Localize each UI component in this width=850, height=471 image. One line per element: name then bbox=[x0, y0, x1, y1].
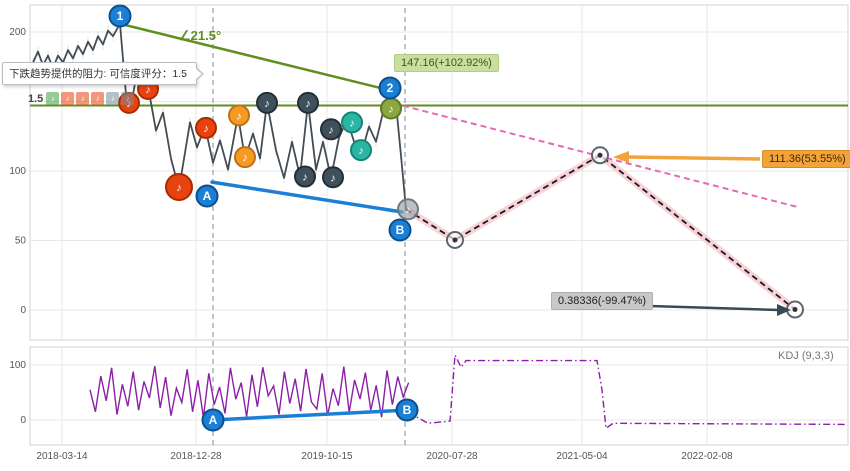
signal-note-marker-orange[interactable] bbox=[234, 146, 256, 169]
music-note-icon: ♪ bbox=[242, 152, 248, 164]
signal-note-marker-teal[interactable] bbox=[350, 139, 372, 162]
x-axis-tick: 2018-03-14 bbox=[36, 451, 88, 462]
music-note-icon: ♪ bbox=[203, 123, 209, 135]
legend-note-icon: ♪ bbox=[76, 92, 90, 105]
legend-note-icon: ♪ bbox=[121, 92, 135, 105]
target-ring-dot bbox=[452, 237, 458, 243]
legend-note-icon: ♪ bbox=[46, 92, 60, 105]
music-note-icon: ♪ bbox=[358, 145, 364, 157]
y-axis-tick: 50 bbox=[15, 236, 27, 247]
legend-note-icon: ♪ bbox=[61, 92, 75, 105]
x-axis-tick: 2018-12-28 bbox=[170, 451, 222, 462]
kdj-line-dashdot bbox=[407, 352, 846, 430]
x-axis-tick: 2019-10-15 bbox=[301, 451, 353, 462]
music-note-icon: ♪ bbox=[388, 103, 394, 115]
dark-arrowhead-icon bbox=[777, 304, 791, 316]
y-axis-tick: 0 bbox=[20, 305, 26, 316]
trend-resistance-tooltip-text: 下跌趋势提供的阻力: 可信度评分：1.5 bbox=[9, 68, 187, 80]
legend-icon-strip: ♪ ♪ ♪ ♪ ♪ ♪ bbox=[46, 92, 135, 105]
y-axis-tick: 100 bbox=[9, 166, 26, 177]
kdj-badge-label: A bbox=[209, 413, 218, 427]
target-ring-dot bbox=[792, 306, 798, 312]
x-axis-tick: 2020-07-28 bbox=[426, 451, 478, 462]
music-note-icon: ♪ bbox=[305, 98, 311, 110]
kdj-ab-trendline[interactable] bbox=[211, 408, 409, 422]
kdj-line bbox=[89, 365, 410, 418]
signal-note-marker-orange[interactable] bbox=[228, 104, 250, 127]
kdj-panel bbox=[29, 346, 849, 446]
music-note-icon: ♪ bbox=[145, 84, 151, 96]
signal-note-marker-dark[interactable] bbox=[322, 166, 344, 189]
music-note-icon: ♪ bbox=[405, 204, 411, 216]
point-badge-label: A bbox=[203, 189, 212, 203]
music-note-icon: ♪ bbox=[236, 110, 242, 122]
music-note-icon: ♪ bbox=[176, 182, 182, 194]
point-badge-label: B bbox=[396, 223, 405, 237]
music-note-icon: ♪ bbox=[328, 124, 334, 136]
projection-path[interactable] bbox=[405, 154, 796, 311]
signal-note-marker-red[interactable] bbox=[165, 172, 193, 201]
signal-note-marker-teal[interactable] bbox=[341, 111, 363, 134]
point-badge-1[interactable] bbox=[108, 4, 132, 28]
signal-note-marker-dark[interactable] bbox=[294, 165, 316, 188]
trend-angle-annotation: ∠21.5° bbox=[179, 28, 222, 43]
confidence-legend: 1.5 ♪ ♪ ♪ ♪ ♪ ♪ bbox=[28, 92, 135, 105]
music-note-icon: ♪ bbox=[349, 117, 355, 129]
kdj-badge-label: B bbox=[403, 403, 412, 417]
kdj-y-axis-tick: 0 bbox=[20, 415, 26, 426]
music-note-icon: ♪ bbox=[264, 98, 270, 110]
signal-note-marker-gray[interactable] bbox=[397, 198, 419, 221]
music-note-icon: ♪ bbox=[330, 172, 336, 184]
downtrend-line[interactable] bbox=[119, 22, 394, 93]
signal-note-marker-dark[interactable] bbox=[320, 118, 342, 141]
orange-arrowhead-icon bbox=[613, 151, 629, 163]
point-badge-label: 1 bbox=[117, 9, 124, 23]
price-label-mid-target: 111.36(53.55%) bbox=[762, 150, 850, 168]
kdj-badge-B[interactable] bbox=[395, 398, 419, 422]
legend-note-icon: ♪ bbox=[91, 92, 105, 105]
kdj-badge-A[interactable] bbox=[201, 408, 225, 432]
signal-note-marker-red[interactable] bbox=[195, 116, 217, 139]
point-badge-B[interactable] bbox=[388, 218, 412, 242]
ab-trendline[interactable] bbox=[210, 180, 404, 214]
signal-note-marker-dark[interactable] bbox=[297, 91, 319, 114]
x-axis-tick: 2021-05-04 bbox=[556, 451, 608, 462]
price-label-point2: 147.16(+102.92%) bbox=[394, 54, 499, 72]
kdj-y-axis-tick: 100 bbox=[9, 360, 26, 371]
kdj-indicator-label: KDJ (9,3,3) bbox=[778, 350, 834, 362]
confidence-score-value: 1.5 bbox=[28, 92, 44, 105]
x-axis-tick: 2022-02-08 bbox=[681, 451, 733, 462]
y-axis-tick: 200 bbox=[9, 27, 26, 38]
price-label-final: 0.38336(-99.47%) bbox=[551, 292, 654, 310]
orange-arrow-line bbox=[626, 155, 761, 161]
point-badge-A[interactable] bbox=[195, 184, 219, 208]
signal-note-marker-dark[interactable] bbox=[256, 91, 278, 114]
target-ring-dot bbox=[597, 152, 603, 158]
trend-resistance-tooltip: 下跌趋势提供的阻力: 可信度评分：1.5 bbox=[2, 62, 204, 85]
music-note-icon: ♪ bbox=[302, 172, 308, 184]
point-badge-2[interactable] bbox=[378, 76, 402, 100]
dark-arrow-line bbox=[649, 304, 780, 312]
point-badge-label: 2 bbox=[387, 81, 394, 95]
legend-note-icon: ♪ bbox=[106, 92, 120, 105]
